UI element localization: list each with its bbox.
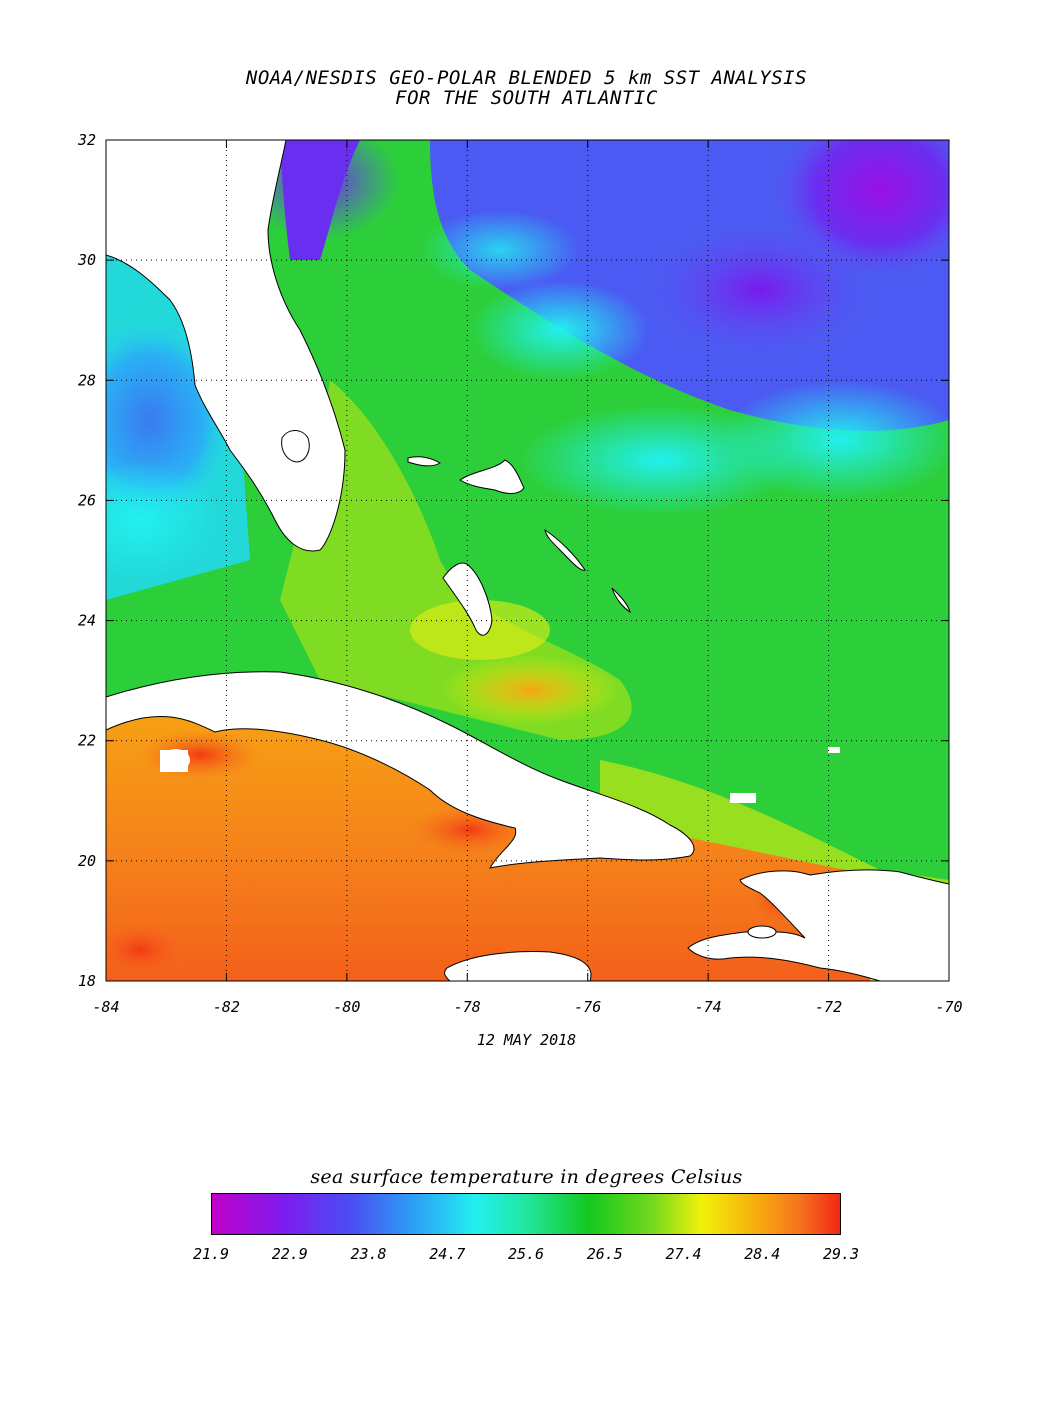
colorbar-tick-label: 29.3 <box>822 1245 860 1263</box>
y-tick-label: 20 <box>78 852 96 870</box>
x-tick-label: -84 <box>92 998 119 1016</box>
analysis-date: 12 MAY 2018 <box>476 1031 577 1049</box>
plot-frame <box>105 139 950 982</box>
x-tick-label: -70 <box>935 998 962 1016</box>
colorbar-tick-label: 28.4 <box>744 1245 781 1263</box>
y-tick-label: 28 <box>78 371 96 389</box>
colorbar-tick-label: 27.4 <box>665 1245 702 1263</box>
sst-field <box>106 140 949 981</box>
y-tick-label: 32 <box>77 131 96 149</box>
colorbar-tick-label: 22.9 <box>271 1245 308 1263</box>
x-tick-label: -72 <box>815 998 842 1016</box>
gridlines <box>106 140 949 981</box>
y-tick-label: 22 <box>78 732 96 750</box>
x-tick-label: -82 <box>213 998 240 1016</box>
colorbar <box>211 1193 841 1235</box>
x-tick-label: -80 <box>333 998 360 1016</box>
colorbar-tick-label: 23.8 <box>350 1245 387 1263</box>
x-tick-label: -76 <box>574 998 601 1016</box>
colorbar-tick-label: 21.9 <box>192 1245 230 1263</box>
y-tick-label: 24 <box>78 612 96 630</box>
colorbar-tick-label: 24.7 <box>429 1245 466 1263</box>
map-title-line-2: FOR THE SOUTH ATLANTIC <box>395 87 658 109</box>
y-tick-label: 18 <box>78 972 96 990</box>
sst-map: -84 -82 -80 -78 -76 -74 -72 -70 32 30 28 26 24 22 20 1… <box>77 131 963 1016</box>
y-tick-label: 30 <box>77 251 96 269</box>
y-tick-label: 26 <box>78 491 96 509</box>
map-title-line-1: NOAA/NESDIS GEO-POLAR BLENDED 5 km SST A… <box>245 67 808 89</box>
x-tick-label: -78 <box>454 998 481 1016</box>
colorbar-tick-label: 25.6 <box>507 1245 545 1263</box>
tick-marks <box>105 139 950 982</box>
y-axis-tick-labels: 32 30 28 26 24 22 20 18 <box>77 131 96 990</box>
x-axis-tick-labels: -84 -82 -80 -78 -76 -74 -72 -70 <box>92 998 962 1016</box>
colorbar-title: sea surface temperature in degrees Celsi… <box>310 1166 743 1188</box>
x-tick-label: -74 <box>695 998 722 1016</box>
colorbar-tick-label: 26.5 <box>586 1245 623 1263</box>
